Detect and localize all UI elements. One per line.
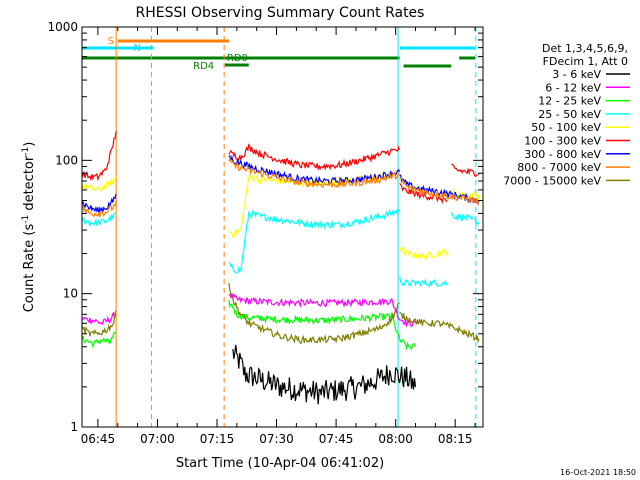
plot-frame — [81, 26, 484, 428]
x-axis-label: Start Time (10-Apr-04 06:41:02) — [176, 456, 384, 471]
flag-label-rd0: RD0 — [227, 53, 248, 64]
flag-bars: S N RD0 RD4 — [82, 36, 476, 72]
series-800-7000-kev-segment-2 — [399, 177, 480, 207]
series-25-50-kev-segment-1 — [228, 208, 400, 274]
series-100-300-kev-segment-1 — [228, 143, 401, 172]
y-tick-label-1: 10 — [63, 287, 78, 301]
series-7000-15000-kev — [81, 282, 480, 344]
flag-label-n: N — [134, 43, 141, 54]
x-tick-label-1: 07:00 — [140, 432, 175, 446]
detectors-label: Det 1,3,4,5,6,9, — [542, 42, 628, 55]
legend-label-100-300-kev: 100 - 300 keV — [524, 135, 601, 148]
series-800-7000-kev-segment-0 — [81, 200, 117, 219]
x-axis-ticks: 06:45 07:00 07:15 07:30 07:45 08:00 08:15 — [81, 27, 476, 446]
x-tick-label-0: 06:45 — [81, 432, 116, 446]
series-12-25-kev-segment-1 — [228, 299, 417, 352]
series-6-12-kev — [81, 292, 417, 328]
y-tick-label-0: 1 — [70, 420, 78, 434]
x-tick-label-4: 07:45 — [319, 432, 354, 446]
series-6-12-kev-segment-0 — [81, 311, 116, 326]
x-tick-label-2: 07:15 — [200, 432, 235, 446]
y-axis-label-end: ) — [22, 142, 37, 147]
series-3-6-kev — [232, 344, 417, 405]
series-7000-15000-kev-segment-2 — [399, 311, 480, 344]
series-25-50-kev-segment-3 — [450, 211, 480, 227]
series-7000-15000-kev-segment-0 — [81, 310, 117, 337]
series-800-7000-kev-segment-1 — [228, 156, 401, 189]
legend-label-7000-15000-kev: 7000 - 15000 keV — [503, 174, 601, 187]
x-tick-label-5: 08:00 — [378, 432, 413, 446]
x-tick-label-6: 08:15 — [438, 432, 473, 446]
series-12-25-kev-segment-0 — [81, 330, 116, 349]
legend-label-300-800-kev: 300 - 800 keV — [524, 148, 601, 161]
legend-label-800-7000-kev: 800 - 7000 keV — [517, 161, 601, 174]
series-100-300-kev-segment-0 — [81, 131, 117, 182]
legend-label-6-12-kev: 6 - 12 keV — [545, 81, 601, 94]
y-axis-ticks: 1 10 100 1000 — [47, 20, 483, 434]
legend-label-3-6-kev: 3 - 6 keV — [552, 68, 601, 81]
timestamp: 16-Oct-2021 18:50 — [560, 468, 636, 477]
series-100-300-kev-segment-3 — [451, 163, 480, 177]
chart-title: RHESSI Observing Summary Count Rates — [136, 5, 425, 21]
series-25-50-kev-segment-2 — [399, 275, 448, 288]
legend-label-25-50-kev: 25 - 50 keV — [538, 108, 601, 121]
series-100-300-kev — [81, 131, 480, 204]
series-25-50-kev — [81, 208, 480, 288]
series-800-7000-kev — [81, 156, 480, 219]
fdecim-label: FDecim 1, Att 0 — [543, 55, 628, 68]
legend-label-12-25-kev: 12 - 25 keV — [538, 95, 601, 108]
y-tick-label-2: 100 — [55, 153, 78, 167]
series-25-50-kev-segment-0 — [81, 212, 117, 228]
event-lines — [115, 27, 477, 427]
plot-axes — [81, 26, 484, 428]
series-50-100-kev-segment-2 — [399, 246, 448, 261]
data-series — [81, 131, 480, 405]
series-6-12-kev-segment-1 — [228, 292, 417, 328]
x-tick-label-3: 07:30 — [259, 432, 294, 446]
series-12-25-kev — [81, 299, 417, 352]
y-tick-label-3: 1000 — [47, 20, 78, 34]
flag-label-s: S — [108, 36, 114, 47]
series-3-6-kev-segment-0 — [232, 344, 417, 405]
series-50-100-kev-segment-0 — [81, 176, 117, 192]
flag-label-rd4: RD4 — [193, 61, 214, 72]
y-axis-label-mid: detector — [22, 155, 37, 215]
y-axis-label-sup2: -1 — [21, 147, 31, 156]
y-axis-label-sup1: -1 — [21, 215, 31, 224]
legend-label-50-100-kev: 50 - 100 keV — [531, 121, 601, 134]
series-7000-15000-kev-segment-1 — [228, 282, 400, 344]
y-axis-label: Count Rate (s-1 detector-1) — [21, 142, 37, 313]
y-axis-label-main: Count Rate (s — [22, 224, 37, 313]
